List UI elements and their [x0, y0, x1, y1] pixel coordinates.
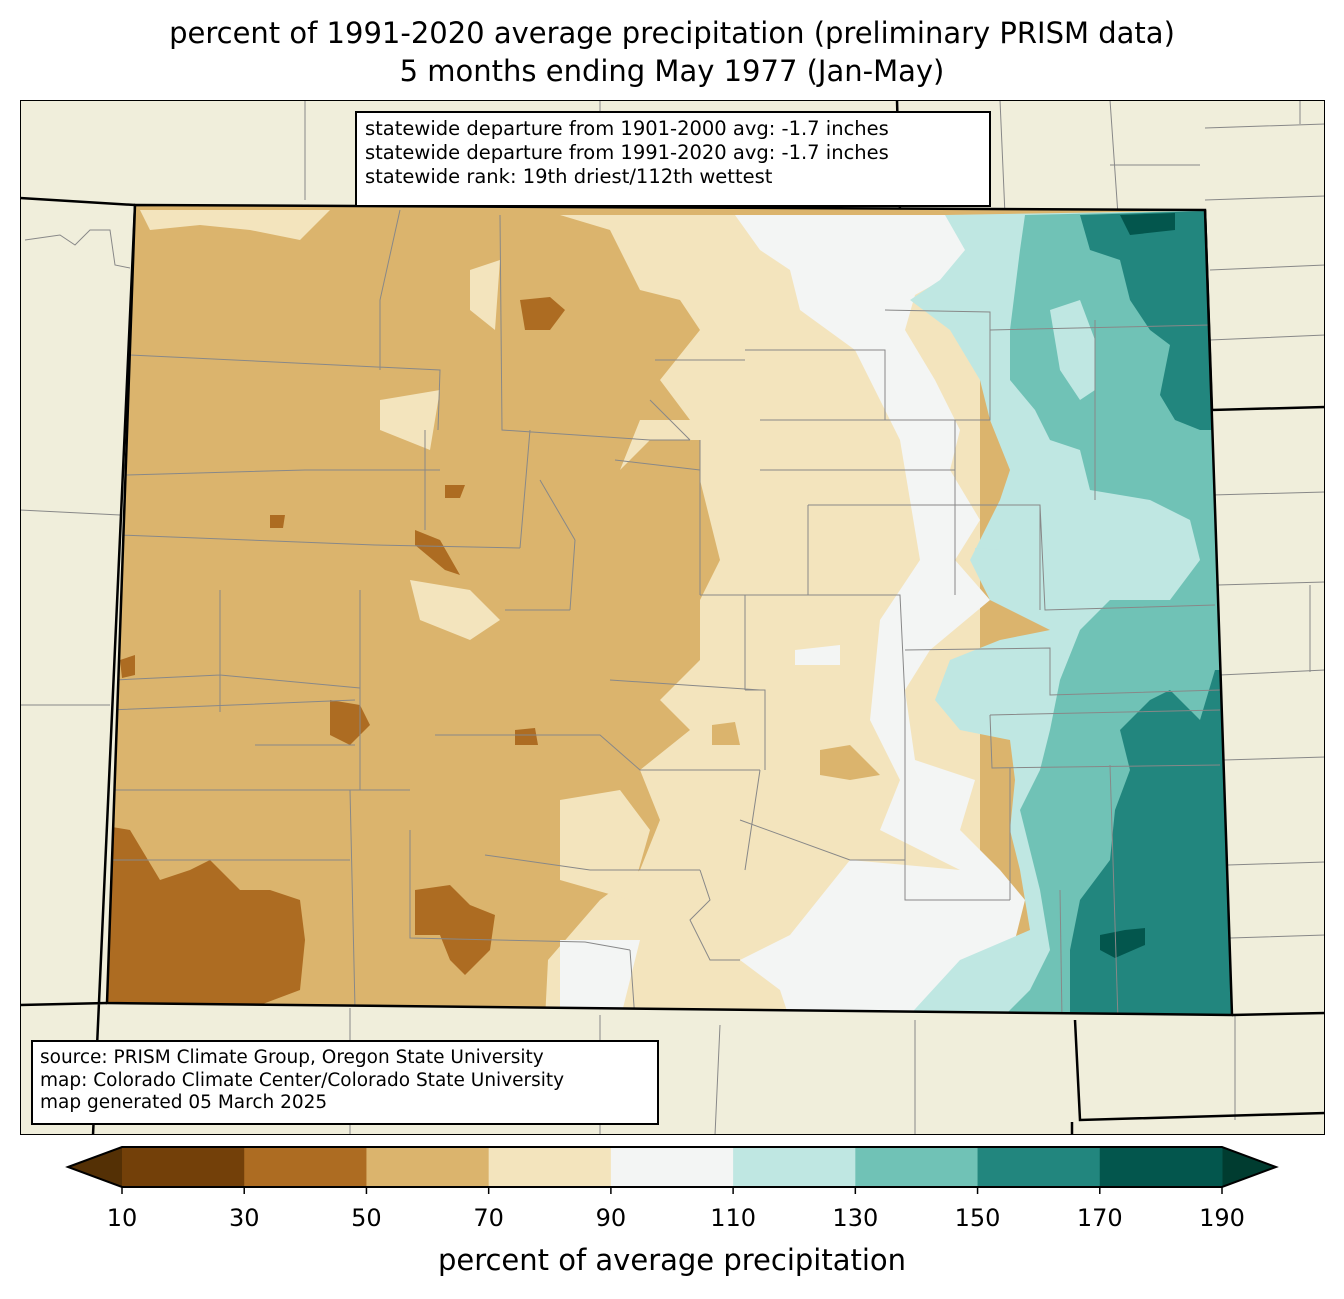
colorbar-segment — [122, 1147, 245, 1187]
colorbar-segment — [733, 1147, 856, 1187]
colorbar — [65, 1146, 1279, 1194]
colorbar-segment — [977, 1147, 1101, 1187]
map-credit-line: map: Colorado Climate Center/Colorado St… — [40, 1069, 565, 1091]
colorbar-tick-label: 50 — [351, 1204, 382, 1232]
colorbar-segment — [855, 1147, 979, 1187]
colorbar-tick-label: 110 — [710, 1204, 757, 1232]
colorbar-tick-label: 190 — [1199, 1204, 1245, 1232]
source-box: source: PRISM Climate Group, Oregon Stat… — [31, 1040, 659, 1125]
stat-departure-1991-2020: statewide departure from 1991-2020 avg: … — [365, 141, 889, 164]
colorbar-tick-label: 30 — [228, 1204, 260, 1232]
colorbar-tick-label: 70 — [473, 1204, 504, 1232]
statewide-stats-box: statewide departure from 1901-2000 avg: … — [355, 111, 991, 207]
source-line: source: PRISM Climate Group, Oregon Stat… — [40, 1047, 544, 1068]
colorbar-segment — [366, 1147, 490, 1187]
colorbar-segment — [488, 1147, 612, 1187]
map-subtitle: 5 months ending May 1977 (Jan-May) — [399, 54, 945, 88]
colorbar-under-arrow — [68, 1147, 122, 1187]
colorbar-segment — [1099, 1147, 1223, 1187]
colorbar-tick-label: 130 — [832, 1204, 879, 1232]
colorbar-label: percent of average precipitation — [437, 1243, 907, 1277]
map-title: percent of 1991-2020 average precipitati… — [169, 16, 1175, 50]
stat-departure-1901-2000: statewide departure from 1901-2000 avg: … — [365, 117, 889, 140]
generated-date-line: map generated 05 March 2025 — [40, 1092, 328, 1113]
colorbar-tick-label: 150 — [954, 1204, 1001, 1232]
colorbar-tick-label: 170 — [1076, 1204, 1123, 1232]
neighbor-county-lines — [20, 100, 1325, 1135]
colorado-border — [105, 203, 1234, 1017]
precip-field — [107, 205, 1232, 1015]
colorbar-tick-label: 10 — [106, 1204, 138, 1232]
county-lines — [109, 209, 1221, 1015]
colorbar-over-arrow — [1222, 1147, 1276, 1187]
stat-rank: statewide rank: 19th driest/112th wettes… — [365, 165, 773, 188]
colorbar-segment — [244, 1147, 367, 1187]
colorbar-tick-label: 90 — [595, 1204, 627, 1232]
colorbar-segment — [610, 1147, 734, 1187]
